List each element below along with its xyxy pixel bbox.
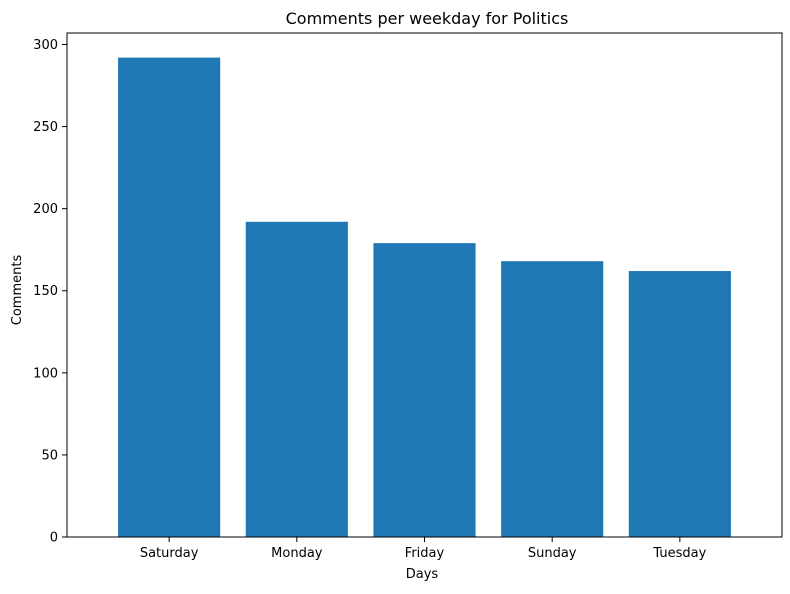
y-tick-label: 150 <box>33 284 58 299</box>
bar-tuesday <box>628 271 731 537</box>
x-tick-label: Tuesday <box>652 546 706 561</box>
y-tick-label: 250 <box>33 120 58 135</box>
x-tick-label: Sunday <box>528 546 577 561</box>
y-tick-label: 0 <box>50 531 58 546</box>
x-axis-label: Days <box>406 567 439 582</box>
y-tick-label: 100 <box>33 366 58 381</box>
y-tick-label: 200 <box>33 202 58 217</box>
bar-sunday <box>501 261 604 537</box>
x-tick-label: Saturday <box>140 546 199 561</box>
y-tick-label: 300 <box>33 38 58 53</box>
bars-group <box>118 57 731 538</box>
y-tick-label: 50 <box>41 448 58 463</box>
x-tick-label: Friday <box>405 546 445 561</box>
x-tick-label: Monday <box>271 546 323 561</box>
plot-area-frame <box>66 32 783 538</box>
y-axis-ticks: 0 50 100 150 200 250 300 <box>33 38 67 546</box>
bar-friday <box>373 243 476 537</box>
y-axis-label: Comments <box>10 255 25 326</box>
chart-title: Comments per weekday for Politics <box>286 9 569 28</box>
bar-monday <box>245 221 348 537</box>
bar-saturday <box>118 57 221 538</box>
x-axis-ticks: Saturday Monday Friday Sunday Tuesday <box>140 537 707 561</box>
